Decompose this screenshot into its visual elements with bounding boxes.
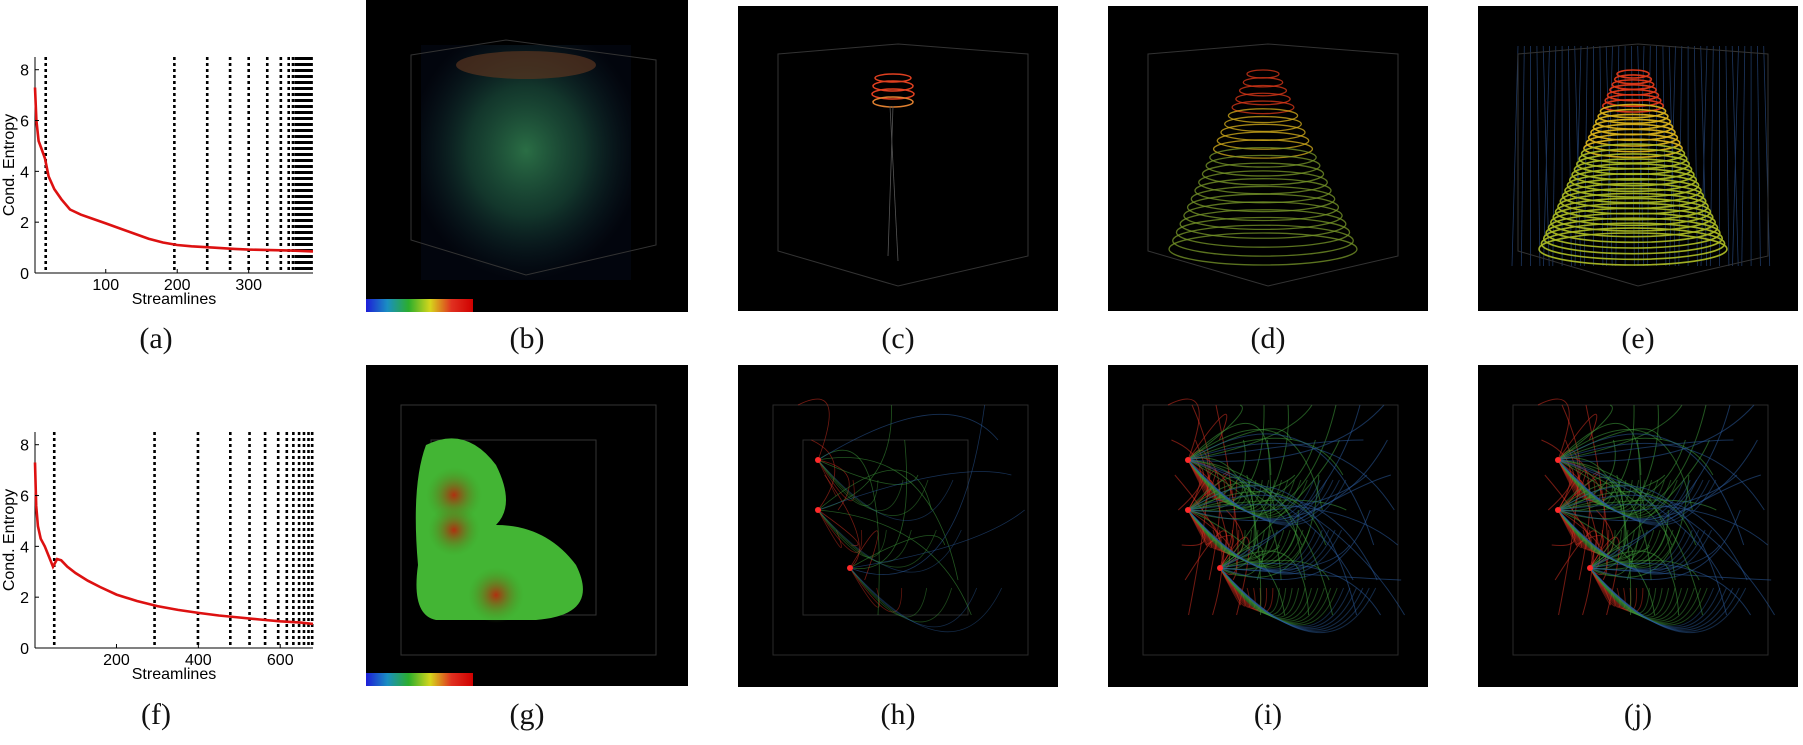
caption-g: (g) bbox=[509, 698, 545, 731]
y-tick-label: 6 bbox=[20, 489, 29, 506]
caption-i: (i) bbox=[1253, 698, 1283, 731]
entropy-curve bbox=[33, 87, 314, 253]
streamlines-render-c bbox=[738, 6, 1058, 311]
y-tick-label: 8 bbox=[20, 438, 29, 455]
streamlines-render-c-image bbox=[777, 43, 1029, 287]
volume-render-b bbox=[366, 0, 688, 312]
streamlines-render-j bbox=[1478, 365, 1798, 687]
caption-e: (e) bbox=[1621, 322, 1655, 355]
streamlines-render-i bbox=[1108, 365, 1428, 687]
caption-f: (f) bbox=[141, 698, 171, 731]
transfer-function-colorbar bbox=[366, 673, 473, 686]
entropy-chart-a-svg: 0 2 4 6 8 100 200 300 Streamlines Cond. Entropy bbox=[1, 57, 314, 308]
y-tick-label: 8 bbox=[20, 63, 29, 80]
volume-render-b-image bbox=[410, 39, 657, 280]
volume-render-g-image bbox=[400, 404, 657, 656]
entropy-chart-f-svg: 0 2 4 6 8 200 400 600 Streamlines Cond. Entropy bbox=[1, 432, 314, 683]
caption-b: (b) bbox=[509, 322, 545, 355]
y-axis-label: Cond. Entropy bbox=[1, 114, 18, 216]
caption-d: (d) bbox=[1250, 322, 1286, 355]
transfer-function-colorbar bbox=[366, 299, 473, 312]
caption-h: (h) bbox=[880, 698, 916, 731]
y-tick-label: 0 bbox=[20, 266, 29, 283]
y-tick-label: 2 bbox=[20, 590, 29, 607]
entropy-chart-a: 0 2 4 6 8 100 200 300 Streamlines Cond. Entropy bbox=[0, 45, 315, 310]
x-tick-label: 600 bbox=[267, 652, 294, 669]
x-tick-label: 200 bbox=[103, 652, 130, 669]
streamlines-render-h-image bbox=[772, 398, 1029, 656]
caption-a: (a) bbox=[139, 322, 173, 355]
y-tick-label: 2 bbox=[20, 215, 29, 232]
streamlines-render-j-image bbox=[1512, 398, 1776, 656]
y-tick-label: 4 bbox=[20, 164, 29, 181]
y-axis-label: Cond. Entropy bbox=[1, 489, 18, 591]
streamlines-render-e bbox=[1478, 6, 1798, 311]
streamlines-render-i-image bbox=[1142, 398, 1406, 656]
entropy-chart-f: 0 2 4 6 8 200 400 600 Streamlines Cond. Entropy bbox=[0, 420, 315, 685]
x-axis-label: Streamlines bbox=[132, 291, 216, 308]
x-tick-label: 300 bbox=[235, 277, 262, 294]
x-tick-label: 100 bbox=[92, 277, 119, 294]
caption-j: (j) bbox=[1623, 698, 1653, 731]
y-tick-label: 0 bbox=[20, 641, 29, 658]
x-tick-label: 400 bbox=[185, 652, 212, 669]
streamlines-render-d-image bbox=[1147, 43, 1399, 287]
x-tick-label: 200 bbox=[164, 277, 191, 294]
caption-c: (c) bbox=[881, 322, 915, 355]
y-tick-label: 6 bbox=[20, 114, 29, 131]
streamlines-render-e-image bbox=[1511, 43, 1771, 287]
y-tick-label: 4 bbox=[20, 539, 29, 556]
streamlines-render-d bbox=[1108, 6, 1428, 311]
x-axis-label: Streamlines bbox=[132, 666, 216, 683]
entropy-curve bbox=[33, 462, 314, 626]
volume-render-g bbox=[366, 365, 688, 686]
streamlines-render-h bbox=[738, 365, 1058, 687]
